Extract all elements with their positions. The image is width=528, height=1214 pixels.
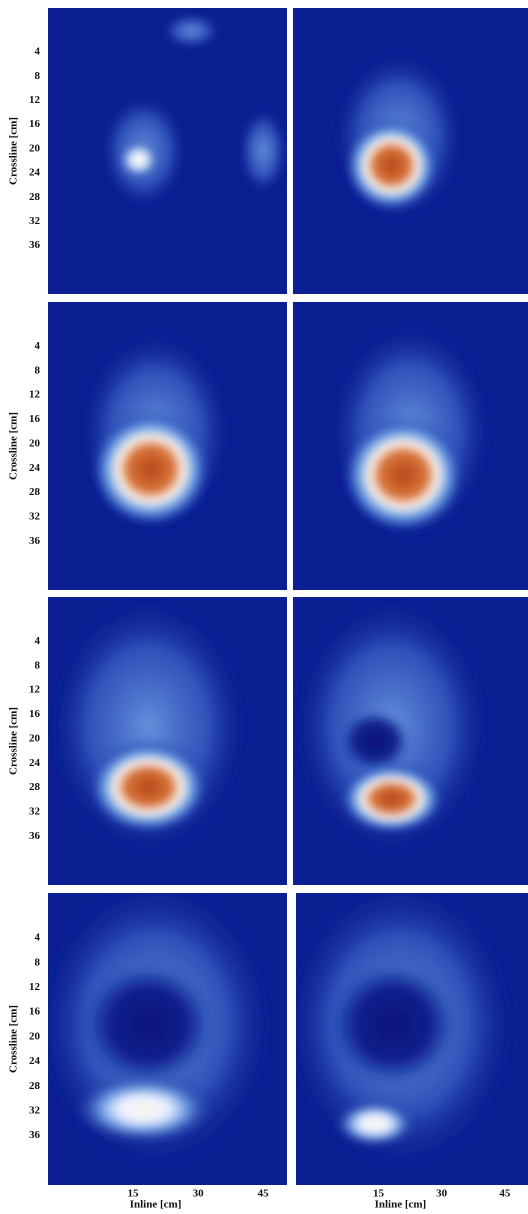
y-tick-label: 12 — [29, 981, 41, 993]
intensity-region — [163, 14, 220, 48]
intensity-region — [72, 1074, 215, 1144]
heatmap-panel — [48, 597, 287, 885]
y-axis-label: Crossline [cm] — [8, 412, 20, 480]
y-tick-label: 24 — [29, 1055, 41, 1067]
y-tick-label: 4 — [35, 340, 41, 352]
y-tick-label: 12 — [29, 94, 41, 106]
intensity-region — [340, 764, 443, 833]
y-tick-label: 16 — [29, 1006, 41, 1018]
x-tick-label: 30 — [193, 1188, 205, 1200]
y-axis-label: Crossline [cm] — [8, 1005, 20, 1073]
heatmap-panel — [48, 302, 287, 590]
intensity-region — [89, 741, 209, 833]
intensity-region — [91, 411, 211, 526]
y-tick-label: 20 — [29, 142, 41, 154]
intensity-region — [342, 417, 464, 532]
x-tick-label: 45 — [258, 1188, 270, 1200]
heatmap-panel — [293, 302, 528, 590]
y-tick-label: 32 — [29, 510, 41, 522]
x-tick-label: 30 — [436, 1188, 448, 1200]
y-tick-label: 36 — [29, 239, 41, 251]
y-tick-label: 24 — [29, 462, 41, 474]
y-tick-label: 12 — [29, 684, 41, 696]
x-axis-label: Inline [cm] — [375, 1199, 427, 1211]
intensity-region — [342, 712, 408, 770]
y-tick-label: 16 — [29, 118, 41, 130]
y-tick-label: 20 — [29, 732, 41, 744]
heatmap-panel — [284, 878, 528, 1185]
intensity-region — [117, 140, 160, 180]
x-tick-label: 45 — [499, 1188, 511, 1200]
intensity-region — [239, 108, 287, 194]
y-tick-label: 32 — [29, 215, 41, 227]
figure: 4 8 12 16 20 24 28 32 36 Crossline [cm] 4 8 12 16 20 24… — [0, 0, 528, 1214]
y-tick-label: 28 — [29, 486, 41, 498]
y-tick-label: 24 — [29, 757, 41, 769]
intensity-region — [86, 966, 210, 1083]
heatmap-panel — [36, 878, 287, 1185]
y-tick-label: 8 — [35, 70, 41, 82]
heatmap-panel — [48, 8, 287, 294]
heatmap-panel — [293, 8, 528, 294]
y-tick-label: 16 — [29, 708, 41, 720]
y-tick-label: 8 — [35, 659, 41, 671]
y-tick-label: 24 — [29, 167, 41, 179]
y-tick-label: 4 — [35, 635, 41, 647]
y-tick-label: 8 — [35, 956, 41, 968]
y-tick-label: 20 — [29, 1030, 41, 1042]
y-tick-label: 28 — [29, 1080, 41, 1092]
y-tick-label: 28 — [29, 781, 41, 793]
intensity-region — [345, 120, 439, 212]
y-tick-label: 4 — [35, 932, 41, 944]
y-tick-label: 32 — [29, 1104, 41, 1116]
y-tick-label: 4 — [35, 46, 41, 58]
y-axis-label: Crossline [cm] — [8, 707, 20, 775]
x-axis-label: Inline [cm] — [130, 1199, 182, 1211]
intensity-region — [333, 1100, 417, 1147]
y-axis-label: Crossline [cm] — [8, 117, 20, 185]
heatmap-panel — [293, 597, 528, 885]
y-tick-label: 8 — [35, 364, 41, 376]
y-tick-label: 32 — [29, 805, 41, 817]
y-tick-label: 28 — [29, 191, 41, 203]
y-tick-label: 20 — [29, 437, 41, 449]
y-tick-label: 36 — [29, 1129, 41, 1141]
y-tick-label: 12 — [29, 389, 41, 401]
intensity-region — [333, 966, 454, 1083]
y-tick-label: 36 — [29, 535, 41, 547]
y-tick-label: 16 — [29, 413, 41, 425]
y-tick-label: 36 — [29, 830, 41, 842]
